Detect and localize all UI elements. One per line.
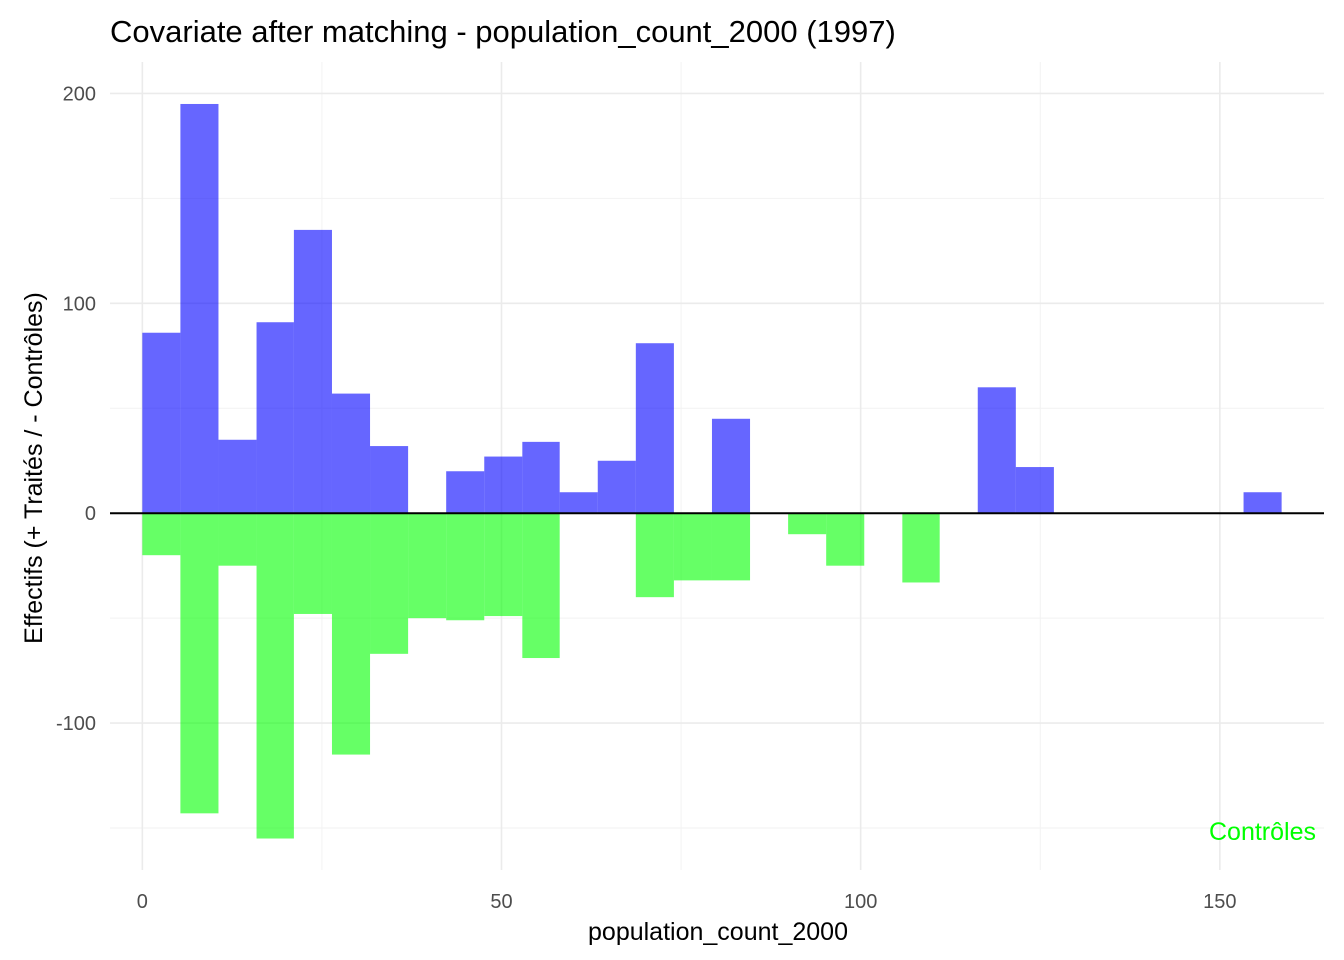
y-tick-label: 100 xyxy=(63,293,96,315)
control-bar xyxy=(293,513,332,614)
treated-bar xyxy=(484,456,523,514)
treated-bar xyxy=(559,492,598,514)
x-tick-label: 50 xyxy=(490,891,512,913)
x-tick-label: 0 xyxy=(137,891,148,913)
control-bar xyxy=(142,513,181,556)
control-bar xyxy=(711,513,751,581)
control-bar xyxy=(902,513,940,583)
y-axis-title: Effectifs (+ Traités / - Contrôles) xyxy=(20,292,48,644)
control-bar xyxy=(446,513,485,621)
x-tick-label: 100 xyxy=(844,891,877,913)
control-bar xyxy=(408,513,447,619)
tick-labels: 0 50 100 150 -100 0 100 200 xyxy=(56,83,1237,913)
control-bar xyxy=(635,513,674,598)
treated-bar xyxy=(370,446,409,514)
y-tick-label: -100 xyxy=(56,713,96,735)
treated-bar xyxy=(522,441,560,514)
x-tick-label: 150 xyxy=(1203,891,1236,913)
control-bar xyxy=(218,513,257,566)
control-bar xyxy=(370,513,409,654)
control-bar xyxy=(673,513,712,581)
y-tick-label: 200 xyxy=(63,83,96,105)
control-bar xyxy=(826,513,865,566)
controls-annotation: Contrôles xyxy=(1209,818,1316,846)
treated-bar xyxy=(597,460,636,514)
treated-bar xyxy=(711,418,751,514)
treated-bar xyxy=(331,393,371,514)
treated-bar xyxy=(142,332,181,514)
y-tick-label: 0 xyxy=(85,503,96,525)
control-bar xyxy=(522,513,560,659)
control-bar xyxy=(788,513,827,535)
chart-title: Covariate after matching - population_co… xyxy=(110,14,896,49)
treated-bar xyxy=(256,322,294,514)
treated-bar xyxy=(446,471,485,514)
control-bar xyxy=(331,513,371,755)
treated-bar xyxy=(977,387,1016,514)
control-bar xyxy=(256,513,294,839)
treated-bar xyxy=(1243,492,1282,514)
treated-bar xyxy=(1015,467,1054,514)
x-axis-title: population_count_2000 xyxy=(588,918,848,946)
control-bar xyxy=(180,513,219,814)
control-bar xyxy=(484,513,523,617)
treated-bar xyxy=(218,439,257,514)
treated-bar xyxy=(635,343,674,514)
treated-bar xyxy=(180,103,219,514)
bars xyxy=(142,103,1282,839)
treated-bar xyxy=(293,229,332,514)
